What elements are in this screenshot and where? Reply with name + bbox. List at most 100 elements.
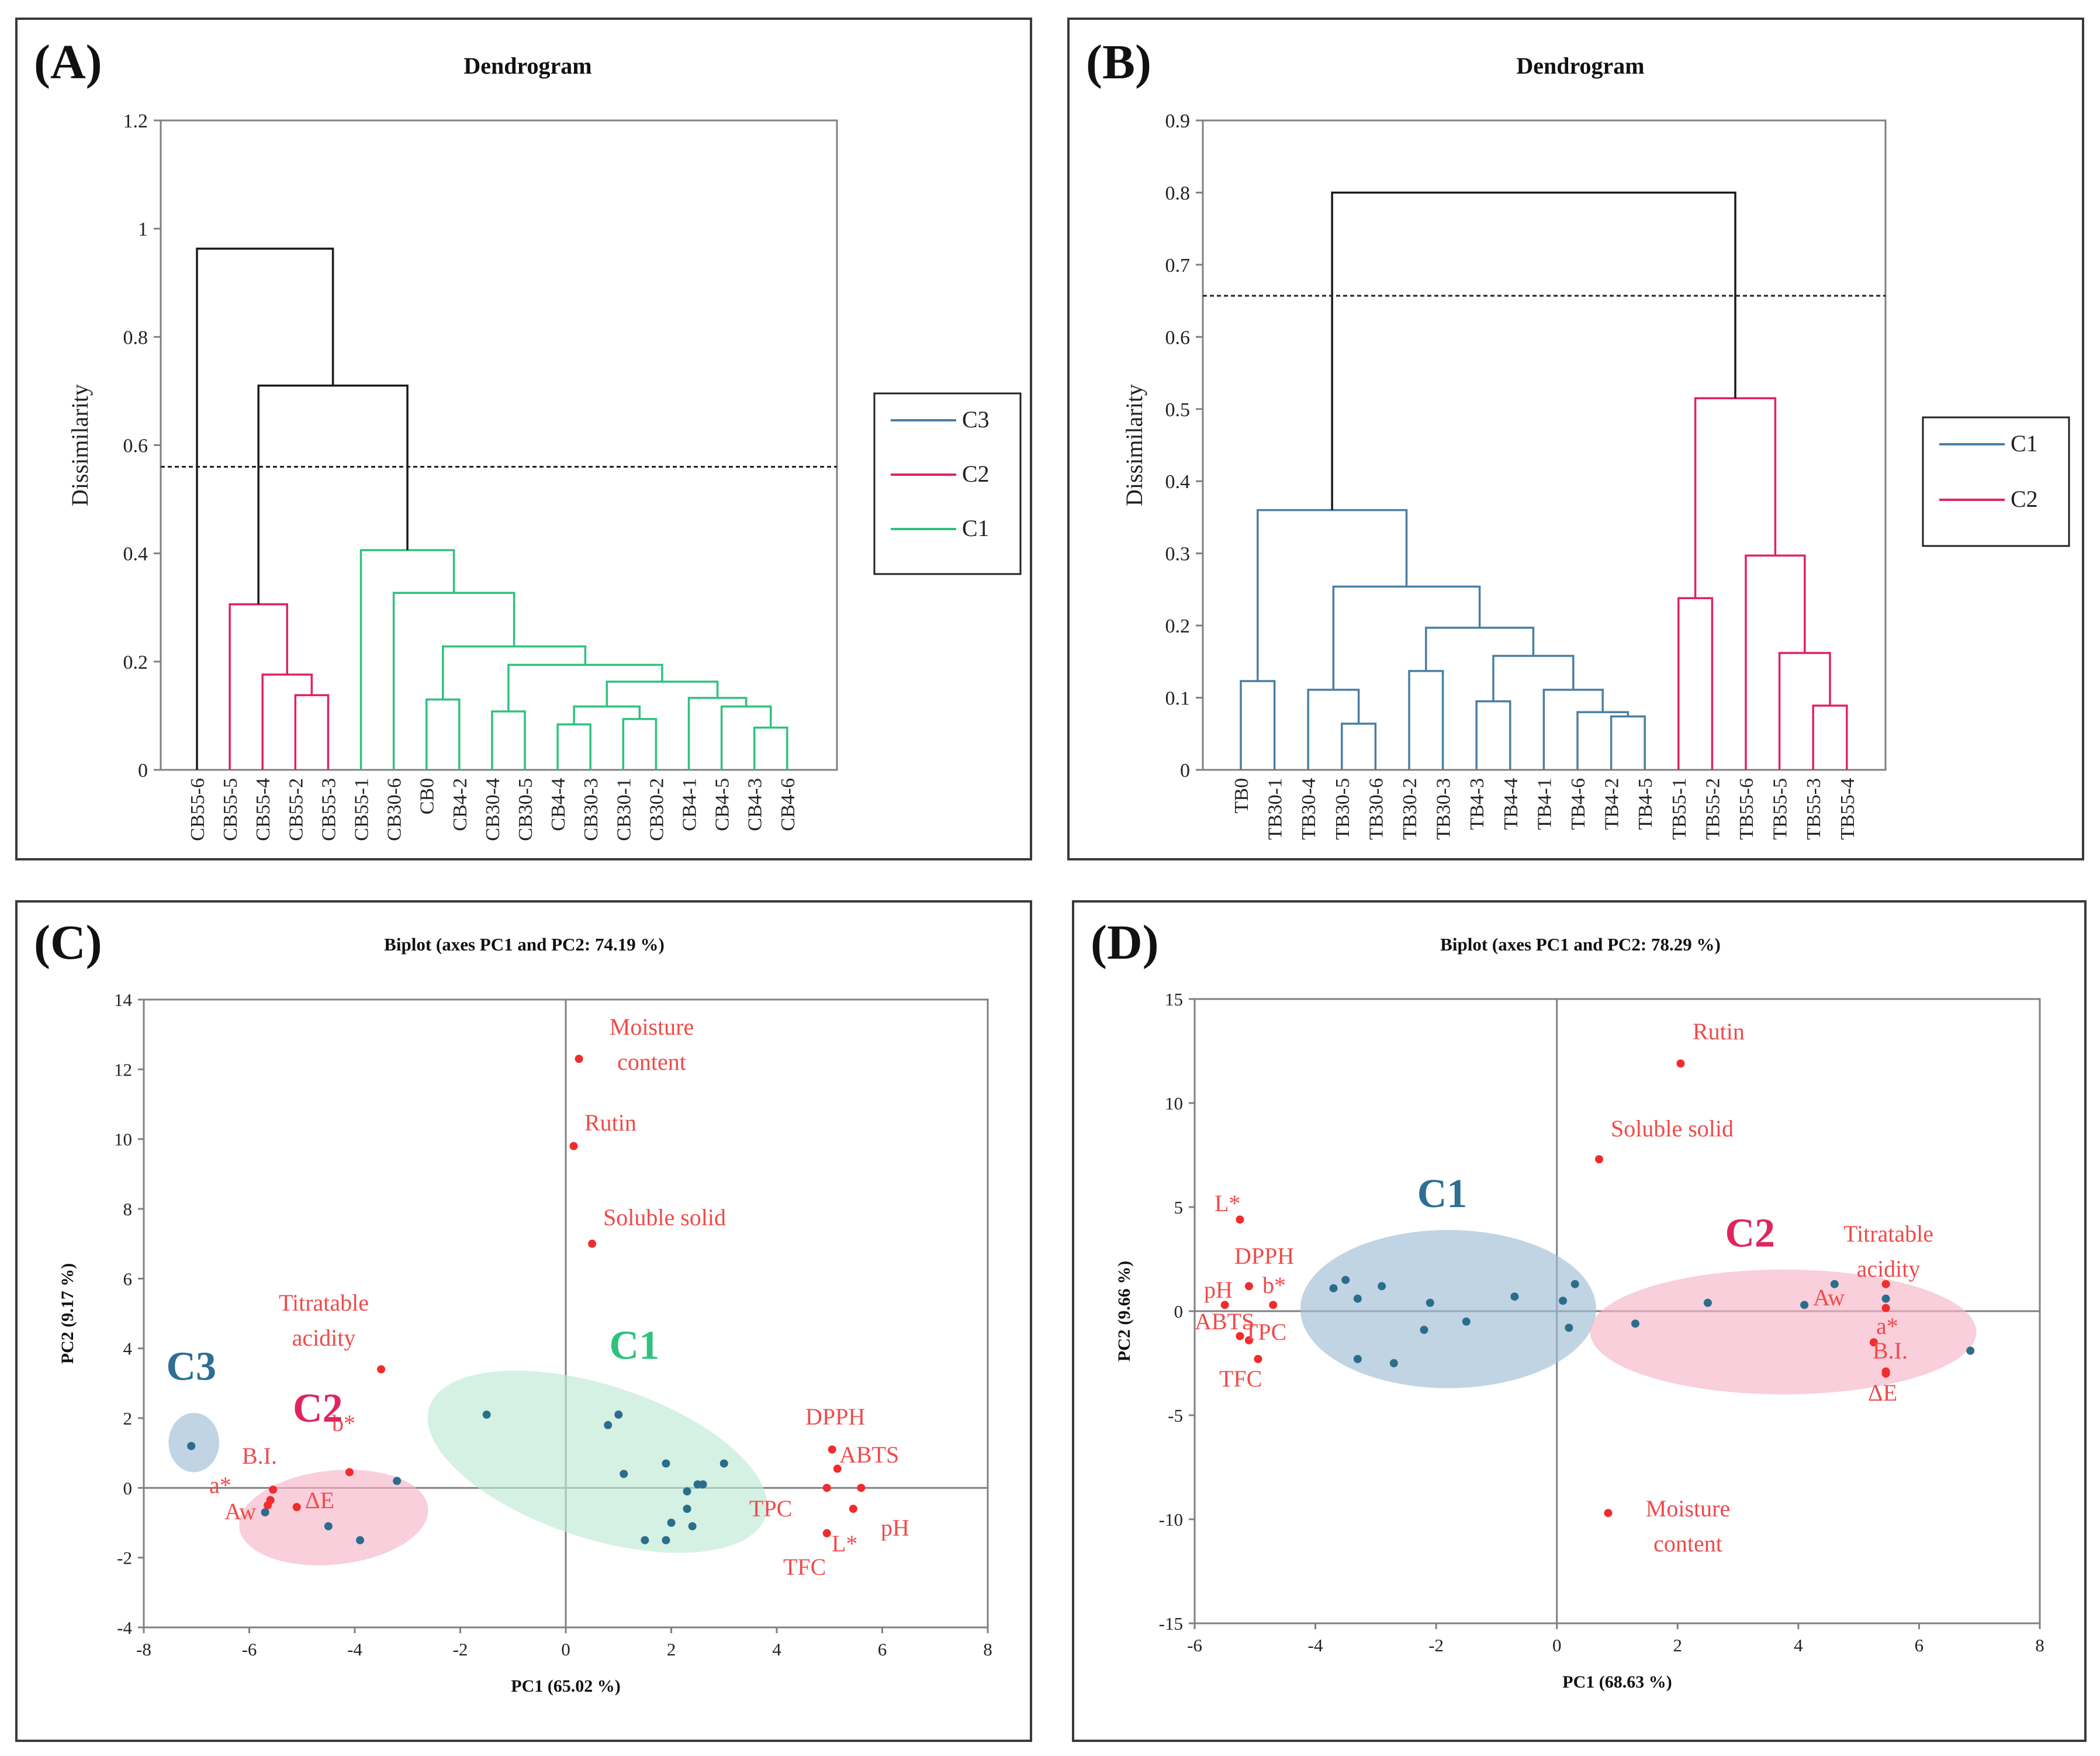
x-tick-label-c: -4 (347, 1639, 362, 1660)
y-tick-label-a: 1 (138, 219, 148, 240)
leaf-label-b: TB4-3 (1466, 778, 1488, 830)
observation-point-c (356, 1536, 365, 1544)
variable-label-d: L* (1215, 1190, 1240, 1216)
variable-label-c: L* (832, 1530, 857, 1557)
dendro-link-b (1492, 655, 1575, 701)
variable-label-c: Soluble solid (603, 1204, 726, 1230)
variable-label-line: a* (209, 1472, 231, 1498)
variable-label-c: ABTS (839, 1442, 899, 1468)
y-tick-label-b: 0.5 (1165, 399, 1191, 421)
y-tick-label-c: 2 (123, 1408, 133, 1429)
leaf-label-a: CB55-6 (187, 778, 209, 841)
cluster-label-c: C1 (610, 1323, 660, 1368)
y-tick-label-c: 0 (123, 1478, 133, 1498)
variable-label-line: b* (1262, 1272, 1286, 1298)
leaf-label-a: CB4-3 (745, 778, 766, 831)
y-tick-label-c: 12 (114, 1059, 132, 1080)
y-tick-label-d: 5 (1174, 1197, 1184, 1218)
variable-label-d: ΔE (1868, 1380, 1897, 1406)
leaf-label-b: TB4-2 (1601, 778, 1623, 830)
y-tick-label-a: 0.4 (123, 544, 148, 565)
dendro-link-b (1475, 700, 1511, 770)
observation-point-c (261, 1508, 269, 1517)
variable-label-line: b* (332, 1410, 355, 1436)
dendro-link-a (491, 710, 526, 770)
variable-point-c (377, 1365, 386, 1374)
y-tick-label-d: 15 (1165, 989, 1183, 1010)
leaf-label-a: CB4-4 (548, 778, 569, 831)
variable-label-d: pH (1204, 1277, 1233, 1303)
y-tick-label-c: 14 (114, 990, 133, 1010)
variable-point-c (849, 1505, 857, 1513)
variable-label-d: TFC (1219, 1366, 1262, 1392)
dendro-link-a (606, 680, 719, 707)
variable-label-line: acidity (1857, 1256, 1921, 1282)
variable-label-line: ABTS (839, 1442, 899, 1468)
leaf-label-a: CB55-2 (285, 778, 307, 841)
dendrogram-a-svg: (A) Dendrogram 0 0.2 0.4 0.6 0.8 1 1.2 Dissimilar… (34, 35, 1022, 841)
dendro-link-a (573, 705, 641, 725)
leaf-label-b: TB30-1 (1265, 778, 1286, 840)
y-axis-label-b: Dissimilarity (1121, 384, 1147, 506)
leaf-label-b: TB55-2 (1702, 778, 1724, 840)
observation-point-d (1378, 1282, 1386, 1291)
legend-label-a: C2 (962, 461, 990, 487)
variable-label-c: ΔE (305, 1487, 334, 1513)
x-axis-label-d: PC1 (68.63 %) (1562, 1672, 1672, 1692)
x-tick-label-d: 2 (1673, 1635, 1683, 1655)
variable-label-line: Moisture (610, 1014, 694, 1040)
x-tick-label-d: 4 (1794, 1635, 1803, 1655)
y-tick-label-d: -10 (1159, 1509, 1183, 1530)
chart-title-a: Dendrogram (463, 53, 591, 79)
variable-label-line: Rutin (1693, 1018, 1745, 1045)
panel-label-d: (D) (1091, 915, 1159, 970)
variable-point-d (1254, 1354, 1262, 1363)
variable-label-c: Titratable acidity (279, 1290, 369, 1351)
y-tick-label-b: 0.9 (1165, 110, 1191, 132)
x-tick-label-c: -8 (136, 1639, 151, 1660)
dendro-link-b (1331, 191, 1736, 510)
x-tick-label-c: 2 (667, 1639, 676, 1660)
dendro-link-b (1408, 670, 1444, 770)
variable-label-d: b* (1262, 1272, 1286, 1298)
dendro-link-b (1240, 680, 1276, 770)
observation-point-d (1341, 1275, 1350, 1284)
dendro-link-b (1576, 711, 1630, 770)
variable-label-c: TPC (749, 1495, 792, 1522)
variable-label-d: Rutin (1693, 1018, 1745, 1045)
observation-point-d (1800, 1301, 1809, 1309)
legend-label-a: C3 (962, 406, 990, 433)
observation-point-c (683, 1487, 691, 1496)
dendro-link-a (556, 723, 591, 770)
variable-point-c (292, 1503, 301, 1512)
variable-label-line: pH (881, 1515, 909, 1541)
variable-point-c (828, 1445, 836, 1454)
cluster-label-c: C3 (166, 1344, 216, 1389)
x-tick-label-d: -4 (1308, 1635, 1323, 1655)
observation-point-d (1703, 1298, 1712, 1307)
variable-point-c (575, 1055, 583, 1063)
dendro-link-b (1425, 627, 1535, 671)
y-tick-label-b: 0.7 (1165, 255, 1191, 276)
x-tick-label-c: 4 (772, 1639, 781, 1660)
chart-title-b: Dendrogram (1516, 53, 1644, 79)
variable-point-d (1604, 1509, 1613, 1518)
y-axis-label-c: PC2 (9.17 %) (58, 1263, 77, 1364)
legend-box-b (1922, 416, 2070, 547)
dendro-link-a (359, 549, 455, 770)
x-tick-label-d: 6 (1915, 1635, 1924, 1655)
panel-label-a: (A) (34, 35, 102, 89)
dendro-link-b (1812, 704, 1848, 770)
variable-label-d: Aw (1813, 1284, 1845, 1311)
variable-point-d (1869, 1338, 1878, 1347)
dendro-link-b (1610, 715, 1646, 770)
dendro-link-b (1745, 554, 1806, 770)
dendro-link-b (1542, 689, 1604, 770)
biplot-d-svg: (D) Biplot (axes PC1 and PC2: 78.29 %)-6-… (1091, 915, 2044, 1692)
cluster-ellipse-d (1300, 1230, 1596, 1388)
observation-point-c (641, 1536, 649, 1544)
variable-label-d: Soluble solid (1611, 1115, 1734, 1142)
observation-point-d (1565, 1323, 1573, 1332)
leaf-label-a: CB4-5 (712, 778, 734, 831)
y-tick-label-d: 0 (1174, 1301, 1184, 1322)
